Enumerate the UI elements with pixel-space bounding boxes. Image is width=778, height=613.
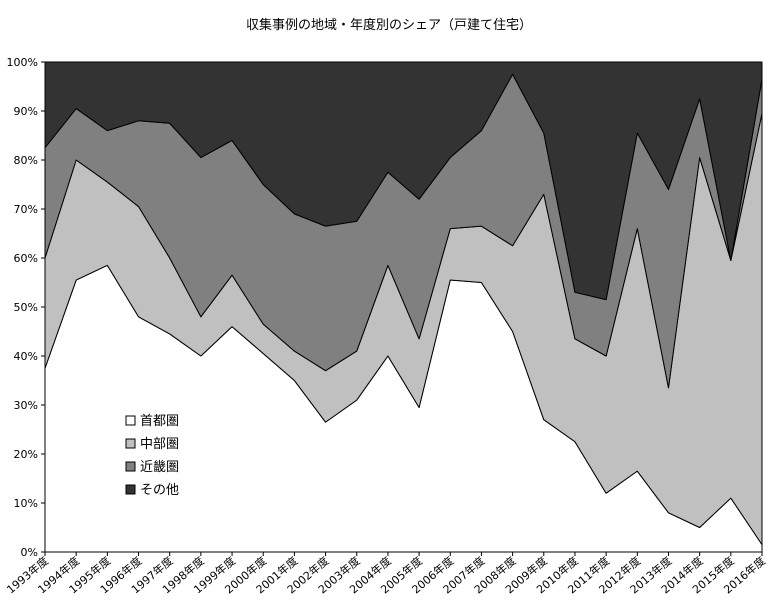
y-tick-label: 90% [14,105,38,118]
y-tick-label: 10% [14,497,38,510]
y-tick-label: 50% [14,301,38,314]
y-tick-label: 80% [14,154,38,167]
y-tick-label: 0% [21,546,38,559]
area-series-4 [44,61,763,301]
y-tick-label: 70% [14,203,38,216]
legend-swatch [125,415,136,426]
legend-swatch [125,438,136,449]
y-tick-label: 30% [14,399,38,412]
legend-label: 近畿圏 [140,460,179,475]
legend-swatch [125,461,136,472]
legend-label: 中部圏 [140,437,179,452]
y-tick-label: 100% [7,56,38,69]
legend-label: 首都圏 [140,414,179,429]
legend-label: その他 [140,483,179,498]
y-tick-label: 20% [14,448,38,461]
y-tick-label: 40% [14,350,38,363]
y-tick-label: 60% [14,252,38,265]
chart-title: 収集事例の地域・年度別のシェア（戸建て住宅） [245,18,532,33]
legend-swatch [125,484,136,495]
